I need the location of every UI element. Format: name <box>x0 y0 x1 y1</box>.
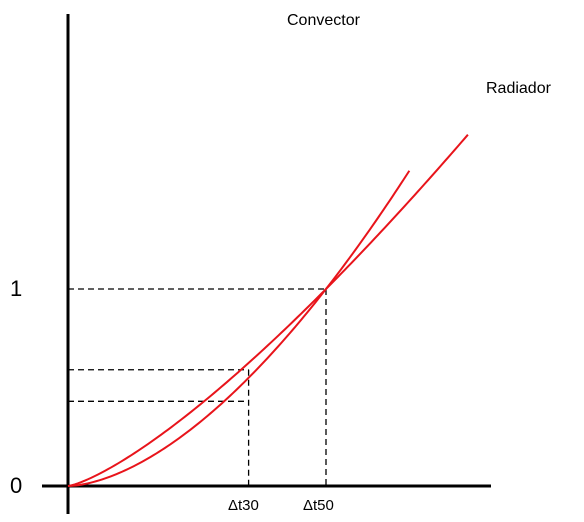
x-tick-label-dt30: Δt30 <box>228 497 259 514</box>
series-label-radiador: Radiador <box>486 80 552 97</box>
series-label-convector: Convector <box>287 12 361 29</box>
series-curves <box>67 134 469 487</box>
x-tick-label-dt50: Δt50 <box>303 497 334 514</box>
y-tick-label-0: 0 <box>10 473 22 498</box>
curve-convector <box>67 170 411 487</box>
y-tick-label-1: 1 <box>10 276 22 301</box>
curve-radiador <box>67 134 469 487</box>
guide-lines <box>68 288 327 486</box>
